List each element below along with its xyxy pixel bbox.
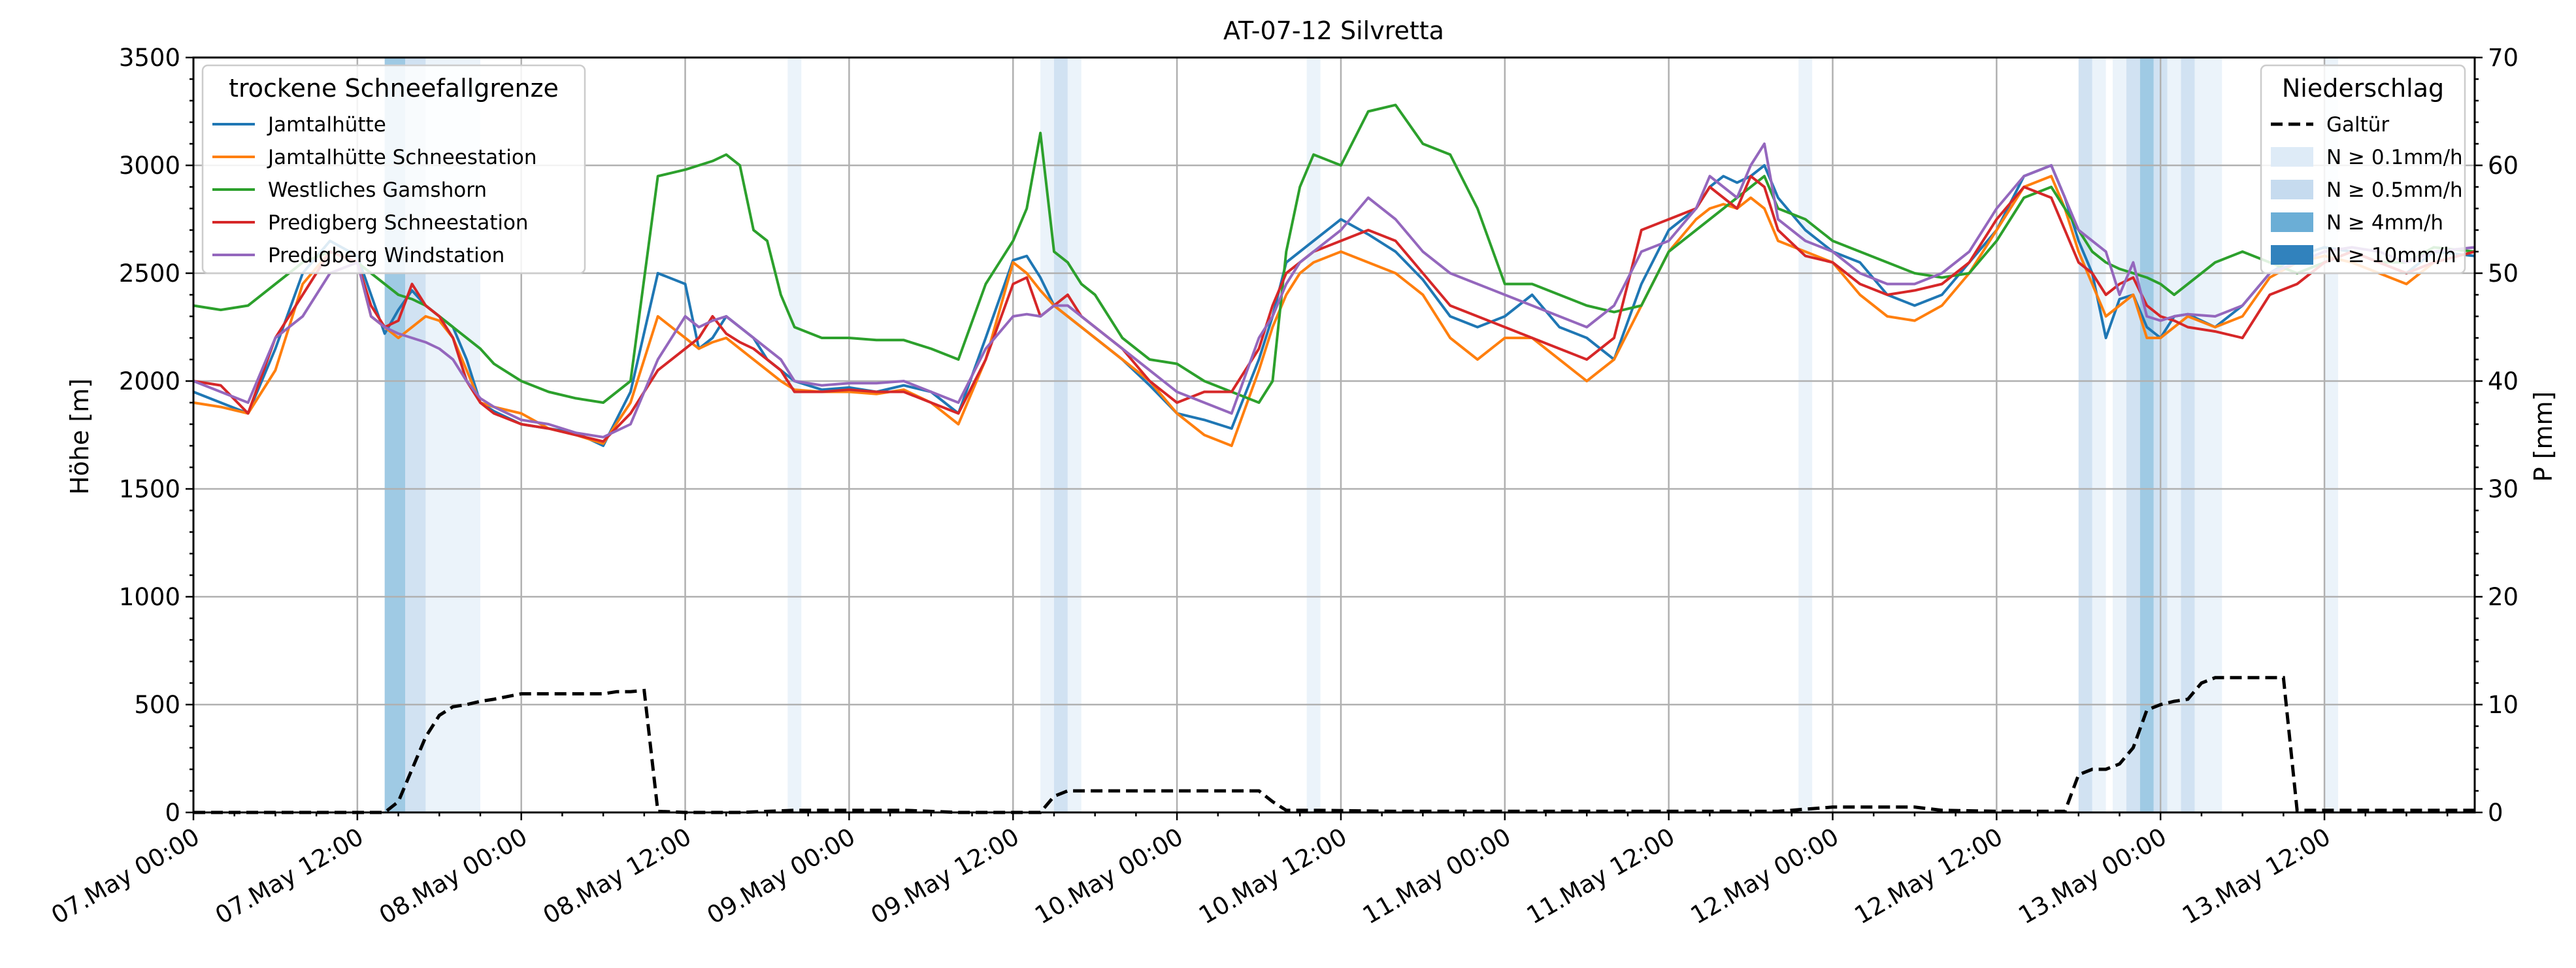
y-tick-label-right: 70	[2488, 44, 2518, 72]
y-tick-label-left: 500	[134, 691, 180, 719]
y-tick-label-right: 0	[2488, 799, 2503, 827]
legend-niederschlag: Niederschlag Galtür N ≥ 0.1mm/h N ≥ 0.5mm/h…	[2260, 64, 2466, 275]
y-tick-label-left: 1500	[119, 475, 180, 503]
x-tick-label: 10.May 00:00	[1030, 822, 1187, 929]
legend-label-0: Jamtalhütte	[267, 113, 386, 137]
legend-right-label-4: N ≥ 10mm/h	[2326, 244, 2456, 267]
precip-band-7	[1306, 58, 1321, 812]
legend-label-2: Westliches Gamshorn	[268, 178, 487, 202]
precip-band-11	[2113, 58, 2126, 812]
series-line-3	[193, 175, 2475, 443]
legend-label-4: Predigberg Windstation	[268, 244, 504, 267]
y-tick-label-left: 0	[165, 799, 180, 827]
precip-band-3	[787, 58, 802, 812]
legend-right-title: Niederschlag	[2282, 74, 2444, 103]
y-tick-label-right: 20	[2488, 583, 2518, 611]
y-tick-label-left: 3500	[119, 44, 180, 72]
legend-label-1: Jamtalhütte Schneestation	[267, 146, 537, 169]
legend-left-title: trockene Schneefallgrenze	[229, 74, 559, 103]
chart-title: AT-07-12 Silvretta	[1223, 16, 1444, 45]
y-tick-label-left: 3000	[119, 152, 180, 180]
legend-right-label-1: N ≥ 0.1mm/h	[2326, 146, 2463, 169]
legend-left-box	[201, 64, 586, 275]
precip-band-13	[2139, 58, 2154, 812]
series-line-4	[193, 142, 2475, 439]
y-tick-label-right: 50	[2488, 259, 2518, 288]
y-axis-right: 0 10 20 30 40 50 60 70	[2475, 44, 2518, 827]
legend-schneefallgrenze: trockene Schneefallgrenze Jamtalhütte Jamt…	[201, 64, 586, 275]
legend-right-label-3: N ≥ 4mm/h	[2326, 211, 2443, 235]
x-tick-label: 12.May 12:00	[1850, 822, 2007, 929]
legend-right-swatch-3	[2271, 212, 2313, 232]
x-tick-label: 07.May 00:00	[46, 822, 204, 929]
x-tick-label: 11.May 00:00	[1358, 822, 1515, 929]
x-tick-label: 10.May 12:00	[1194, 822, 1351, 929]
precip-band-12	[2126, 58, 2140, 812]
x-tick-label: 08.May 12:00	[538, 822, 696, 929]
precip-band-4	[1040, 58, 1054, 812]
precip-band-17	[2194, 58, 2222, 812]
x-tick-label: 08.May 00:00	[374, 822, 532, 929]
series-lines	[193, 103, 2475, 447]
x-axis: 07.May 00:00 07.May 12:00 08.May 00:00 08.M…	[46, 812, 2449, 929]
precip-band-16	[2181, 58, 2195, 812]
plot-frame	[192, 56, 2476, 814]
y-tick-label-right: 10	[2488, 691, 2518, 719]
precip-band-8	[1798, 58, 1813, 812]
precip-line-galtur	[193, 676, 2475, 814]
x-tick-label: 13.May 00:00	[2013, 822, 2171, 929]
legend-label-3: Predigberg Schneestation	[268, 211, 529, 235]
y-tick-label-right: 40	[2488, 367, 2518, 395]
x-tick-label: 09.May 00:00	[702, 822, 860, 929]
legend-right-label-0: Galtür	[2326, 113, 2389, 137]
y-axis-title-left: Höhe [m]	[65, 378, 94, 495]
x-tick-label: 12.May 00:00	[1686, 822, 1843, 929]
legend-right-swatch-4	[2271, 245, 2313, 265]
y-tick-label-left: 2500	[119, 259, 180, 288]
series-line-2	[193, 103, 2475, 404]
legend-right-swatch-1	[2271, 147, 2313, 167]
precip-band-10	[2092, 58, 2106, 812]
y-tick-label-left: 1000	[119, 583, 180, 611]
legend-right-label-2: N ≥ 0.5mm/h	[2326, 178, 2463, 202]
precip-band-6	[1067, 58, 1082, 812]
legend-right-swatch-2	[2271, 180, 2313, 199]
y-axis-left: 0 500 1000 1500 2000 2500 3000 3500	[119, 44, 193, 827]
x-tick-label: 11.May 12:00	[1522, 822, 1679, 929]
precip-band-5	[1053, 58, 1068, 812]
y-axis-title-right: P [mm]	[2529, 392, 2558, 482]
x-tick-label: 09.May 12:00	[867, 822, 1024, 929]
x-tick-label: 07.May 12:00	[210, 822, 368, 929]
precip-band-15	[2167, 58, 2181, 812]
precip-band-9	[2078, 58, 2092, 812]
precip-line	[193, 676, 2475, 814]
y-tick-label-left: 2000	[119, 367, 180, 395]
y-tick-label-right: 60	[2488, 152, 2518, 180]
x-tick-label: 13.May 12:00	[2177, 822, 2335, 929]
y-tick-label-right: 30	[2488, 475, 2518, 503]
